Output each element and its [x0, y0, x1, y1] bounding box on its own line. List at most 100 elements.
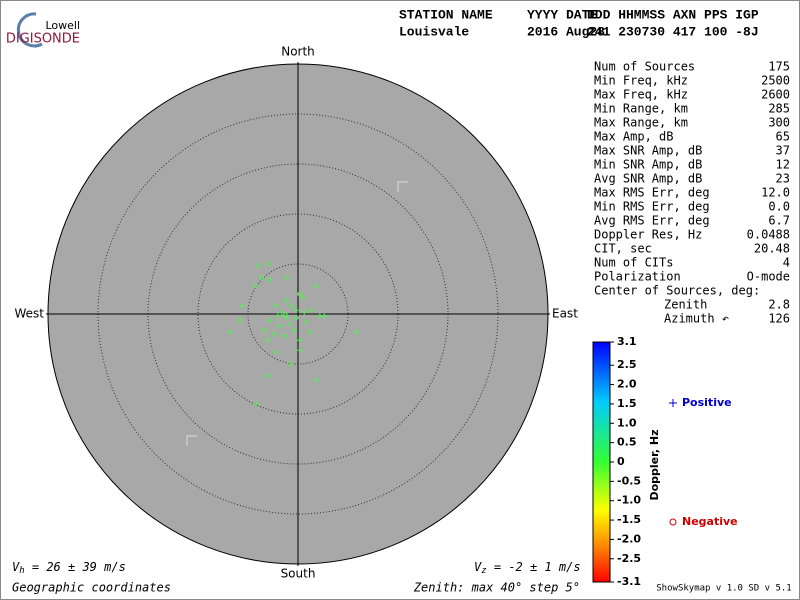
- east-label: East: [552, 307, 578, 321]
- stat-value: 37: [776, 144, 790, 158]
- stat-label: Max RMS Err, deg: [594, 186, 710, 200]
- legend-label: Positive: [682, 396, 732, 409]
- source-point: [273, 349, 280, 356]
- colorbar: [592, 341, 611, 583]
- vz-label: Vz = -2 ± 1 m/s: [474, 560, 581, 576]
- source-point: [266, 317, 273, 324]
- stat-label: Max SNR Amp, dB: [594, 144, 702, 158]
- stat-label: Num of CITs: [594, 256, 673, 270]
- colorbar-label: Doppler, Hz: [648, 429, 661, 500]
- sub: h: [19, 566, 24, 576]
- source-point: [261, 327, 267, 333]
- stat-value: 285: [768, 102, 790, 116]
- logo-bottom: DIGISONDE: [6, 32, 80, 47]
- coords-label: Geographic coordinates: [12, 581, 171, 595]
- source-point: [300, 294, 306, 301]
- stat-value: 65: [776, 130, 790, 144]
- header-label: STATION NAME: [399, 7, 493, 22]
- stat-value: 2500: [761, 74, 790, 88]
- header-label: YYYY DATE: [527, 7, 597, 22]
- stat-label: Avg RMS Err, deg: [594, 214, 710, 228]
- source-point: [296, 347, 303, 354]
- version: ShowSkymap v 1.0 SD v 5.1: [656, 584, 791, 594]
- header-label: DDD HHMMSS AXN PPS IGP: [587, 7, 759, 22]
- source-point: [265, 337, 271, 343]
- center-label: Azimuth ↶: [664, 312, 729, 326]
- colorbar-tick-label: -1.0: [617, 494, 641, 507]
- stat-value: 300: [768, 116, 790, 130]
- source-point: [255, 262, 261, 269]
- source-point: [253, 401, 260, 407]
- stat-label: Doppler Res, Hz: [594, 228, 702, 242]
- colorbar-tick-label: 0.5: [617, 436, 637, 449]
- stat-value: 0.0: [768, 200, 790, 214]
- stat-label: Max Freq, kHz: [594, 88, 688, 102]
- stat-label: Max Amp, dB: [594, 130, 673, 144]
- legend-label: Negative: [682, 515, 738, 528]
- stat-value: 12.0: [761, 186, 790, 200]
- colorbar-tick-label: -0.5: [617, 474, 641, 487]
- stat-value: 23: [776, 172, 790, 186]
- source-point: [271, 331, 278, 337]
- source-point: [226, 329, 233, 336]
- colorbar-tick-label: 2.5: [617, 358, 637, 371]
- stat-label: Num of Sources: [594, 60, 695, 74]
- source-point: [283, 314, 290, 321]
- stat-label: Avg SNR Amp, dB: [594, 172, 702, 186]
- center-value: 2.8: [768, 298, 790, 312]
- source-point: [303, 319, 310, 326]
- center-title: Center of Sources, deg:: [594, 284, 760, 298]
- sub: z: [481, 566, 486, 576]
- colorbar-tick-label: 1.5: [617, 397, 637, 410]
- stat-value: 6.7: [768, 214, 790, 228]
- header-value: 2016 Aug28: [527, 24, 605, 39]
- colorbar-tick-label: -2.5: [617, 552, 641, 565]
- logo-arc: [16, 12, 43, 48]
- legend-marker: [669, 518, 677, 526]
- stat-value: 175: [768, 60, 790, 74]
- stat-label: Min Range, km: [594, 102, 688, 116]
- source-point: [238, 302, 245, 309]
- center-label: Zenith: [664, 298, 707, 312]
- source-point: [265, 373, 271, 379]
- source-point: [283, 297, 289, 303]
- source-point: [259, 275, 265, 281]
- rest: = -2 ± 1 m/s: [487, 560, 581, 574]
- south-label: South: [281, 567, 316, 581]
- source-point: [307, 329, 313, 335]
- west-label: West: [14, 307, 44, 321]
- stat-label: Min SNR Amp, dB: [594, 158, 702, 172]
- source-point: [288, 302, 295, 309]
- source-point: [275, 312, 281, 319]
- stat-label: Min Freq, kHz: [594, 74, 688, 88]
- rest: = 26 ± 39 m/s: [25, 560, 126, 574]
- stat-value: O-mode: [747, 270, 790, 284]
- colorbar-tick-label: 0: [617, 455, 625, 468]
- source-point: [283, 274, 290, 281]
- zenith-label: Zenith: max 40° step 5°: [413, 581, 580, 595]
- stat-value: 0.0488: [747, 228, 790, 242]
- stat-value: 2600: [761, 88, 790, 102]
- source-point: [265, 261, 271, 267]
- center-value: 126: [768, 312, 790, 326]
- logo-top: Lowell: [45, 19, 80, 32]
- vh-label: Vh = 26 ± 39 m/s: [12, 560, 126, 576]
- source-point: [273, 302, 280, 309]
- stat-label: Min RMS Err, deg: [594, 200, 710, 214]
- source-point: [321, 312, 328, 319]
- source-point: [287, 361, 293, 367]
- source-point: [308, 307, 315, 314]
- north-label: North: [281, 45, 315, 59]
- colorbar-tick-label: -2.0: [617, 532, 641, 545]
- corner-mark: [186, 435, 197, 446]
- source-point: [313, 283, 319, 289]
- source-point: [276, 322, 283, 329]
- colorbar-tick-label: -3.1: [617, 575, 641, 588]
- stat-label: Max Range, km: [594, 116, 688, 130]
- stat-value: 12: [776, 158, 790, 172]
- header-value: Louisvale: [399, 24, 469, 39]
- stat-value: 4: [783, 256, 790, 270]
- source-point: [283, 312, 288, 318]
- colorbar-tick-label: 3.1: [617, 335, 637, 348]
- stat-label: Polarization: [594, 270, 681, 284]
